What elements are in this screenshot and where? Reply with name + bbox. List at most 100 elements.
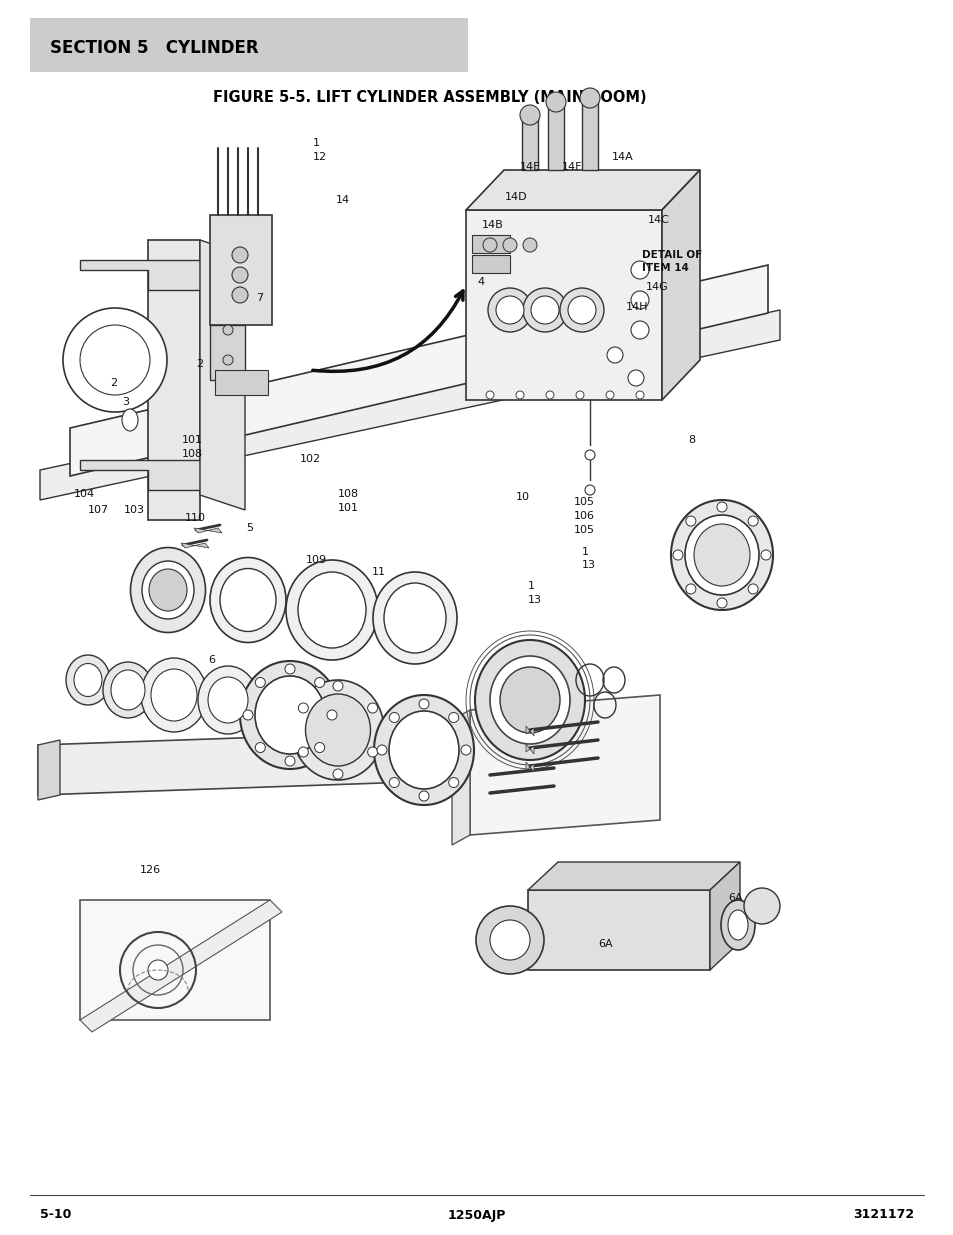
Ellipse shape xyxy=(208,677,248,722)
Polygon shape xyxy=(40,310,780,500)
Circle shape xyxy=(80,325,150,395)
Text: 13: 13 xyxy=(527,595,541,605)
Ellipse shape xyxy=(240,661,339,769)
Circle shape xyxy=(496,296,523,324)
Text: 108: 108 xyxy=(337,489,358,499)
Text: 101: 101 xyxy=(337,503,358,513)
Circle shape xyxy=(389,778,399,788)
Circle shape xyxy=(584,485,595,495)
Text: 126: 126 xyxy=(140,864,161,876)
Text: 8: 8 xyxy=(687,435,695,445)
Polygon shape xyxy=(181,543,209,548)
Circle shape xyxy=(747,584,758,594)
Circle shape xyxy=(314,678,324,688)
Text: 14B: 14B xyxy=(481,220,503,230)
Text: 1250AJP: 1250AJP xyxy=(447,1209,506,1221)
Circle shape xyxy=(522,288,566,332)
Text: 108: 108 xyxy=(182,450,203,459)
Ellipse shape xyxy=(66,655,110,705)
Ellipse shape xyxy=(292,680,384,781)
Text: FIGURE 5-5. LIFT CYLINDER ASSEMBLY (MAIN BOOM): FIGURE 5-5. LIFT CYLINDER ASSEMBLY (MAIN… xyxy=(213,89,646,105)
Polygon shape xyxy=(465,210,661,400)
Polygon shape xyxy=(70,266,767,475)
Ellipse shape xyxy=(122,409,138,431)
Polygon shape xyxy=(472,235,510,253)
Text: 1: 1 xyxy=(581,547,588,557)
Polygon shape xyxy=(661,170,700,400)
Ellipse shape xyxy=(149,569,187,611)
Circle shape xyxy=(333,680,343,692)
Circle shape xyxy=(502,238,517,252)
Ellipse shape xyxy=(74,663,102,697)
Ellipse shape xyxy=(389,711,458,789)
Polygon shape xyxy=(80,261,200,290)
Circle shape xyxy=(747,516,758,526)
Ellipse shape xyxy=(141,658,207,732)
Ellipse shape xyxy=(373,572,456,664)
Circle shape xyxy=(522,238,537,252)
Ellipse shape xyxy=(111,671,145,710)
Text: 102: 102 xyxy=(299,454,321,464)
Circle shape xyxy=(232,247,248,263)
Polygon shape xyxy=(210,215,272,325)
Ellipse shape xyxy=(286,559,377,659)
Circle shape xyxy=(482,238,497,252)
Circle shape xyxy=(760,550,770,559)
Circle shape xyxy=(418,790,429,802)
Text: 110: 110 xyxy=(185,513,206,522)
Polygon shape xyxy=(470,695,659,835)
Ellipse shape xyxy=(297,572,366,648)
Ellipse shape xyxy=(693,524,749,585)
Circle shape xyxy=(531,296,558,324)
Text: 6: 6 xyxy=(208,655,214,664)
Circle shape xyxy=(148,960,168,981)
Text: 105: 105 xyxy=(574,496,595,508)
Bar xyxy=(527,890,709,969)
Polygon shape xyxy=(193,529,222,534)
Ellipse shape xyxy=(210,557,286,642)
Ellipse shape xyxy=(684,515,759,595)
Ellipse shape xyxy=(305,694,370,766)
Circle shape xyxy=(488,288,532,332)
Text: 13: 13 xyxy=(581,559,596,571)
Circle shape xyxy=(627,370,643,387)
Polygon shape xyxy=(200,240,245,510)
Polygon shape xyxy=(210,325,245,380)
Polygon shape xyxy=(547,103,563,170)
Circle shape xyxy=(579,88,599,107)
Polygon shape xyxy=(38,730,468,795)
Text: 2: 2 xyxy=(195,359,203,369)
Circle shape xyxy=(584,450,595,459)
Polygon shape xyxy=(525,726,534,736)
Circle shape xyxy=(717,598,726,608)
Circle shape xyxy=(327,710,336,720)
Text: 1: 1 xyxy=(313,138,319,148)
Text: 14E: 14E xyxy=(519,162,540,172)
Text: 12: 12 xyxy=(313,152,327,162)
Circle shape xyxy=(519,105,539,125)
Ellipse shape xyxy=(142,561,193,619)
Circle shape xyxy=(672,550,682,559)
FancyArrowPatch shape xyxy=(313,291,462,372)
Ellipse shape xyxy=(220,568,275,631)
Circle shape xyxy=(545,91,565,112)
Polygon shape xyxy=(709,862,740,969)
Text: DETAIL OF: DETAIL OF xyxy=(641,249,701,261)
Polygon shape xyxy=(525,743,534,755)
Circle shape xyxy=(367,703,377,713)
Circle shape xyxy=(685,584,695,594)
Text: 6A: 6A xyxy=(598,939,612,948)
Ellipse shape xyxy=(151,669,196,721)
Circle shape xyxy=(448,778,458,788)
Text: 109: 109 xyxy=(306,555,327,564)
Polygon shape xyxy=(38,740,60,800)
Circle shape xyxy=(743,888,780,924)
Text: 11: 11 xyxy=(372,567,386,577)
Text: 107: 107 xyxy=(88,505,109,515)
Circle shape xyxy=(376,745,387,755)
Polygon shape xyxy=(80,900,282,1032)
Circle shape xyxy=(559,288,603,332)
Circle shape xyxy=(630,291,648,309)
Circle shape xyxy=(367,747,377,757)
Text: 10: 10 xyxy=(516,492,530,501)
